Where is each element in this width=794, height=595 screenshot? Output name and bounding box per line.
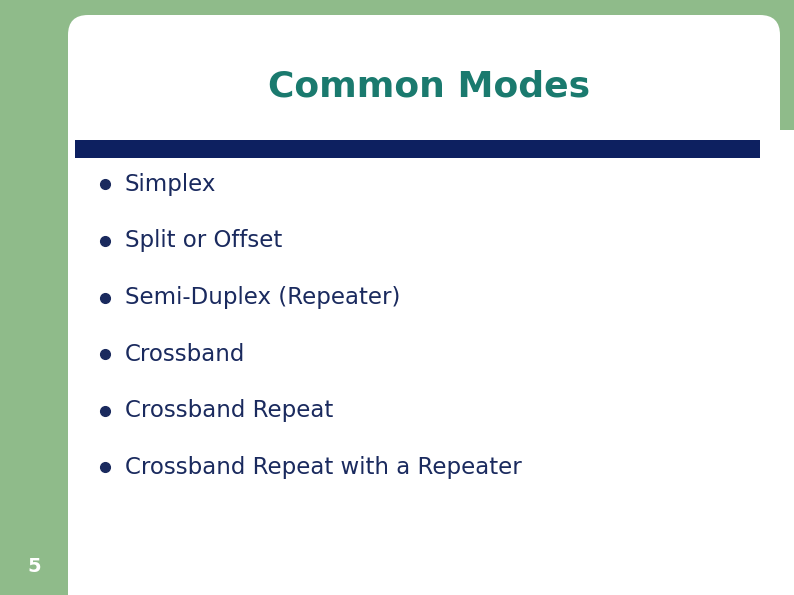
Text: Split or Offset: Split or Offset xyxy=(125,230,282,252)
Text: Crossband: Crossband xyxy=(125,343,245,365)
Text: Crossband Repeat: Crossband Repeat xyxy=(125,399,333,422)
Text: Crossband Repeat with a Repeater: Crossband Repeat with a Repeater xyxy=(125,456,522,478)
Text: Semi-Duplex (Repeater): Semi-Duplex (Repeater) xyxy=(125,286,400,309)
Text: Simplex: Simplex xyxy=(125,173,217,196)
Bar xyxy=(0,0,68,595)
Text: Common Modes: Common Modes xyxy=(268,69,590,104)
Text: 5: 5 xyxy=(27,558,40,577)
FancyBboxPatch shape xyxy=(68,15,780,580)
Bar xyxy=(0,0,794,130)
Bar xyxy=(75,140,760,158)
